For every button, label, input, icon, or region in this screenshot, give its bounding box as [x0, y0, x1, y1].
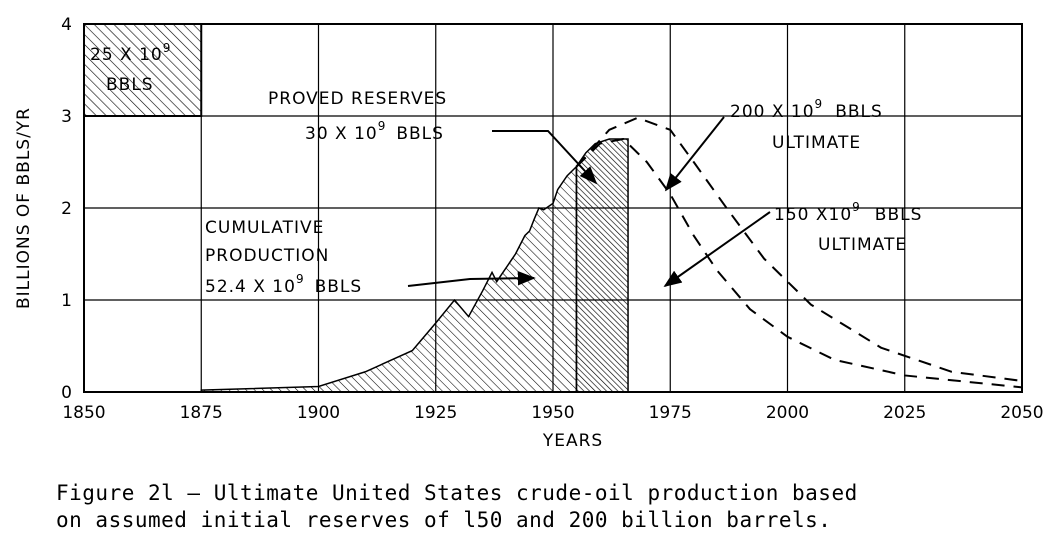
ultimate-200-curve — [575, 116, 1023, 382]
annotation-150-ultimate: 150 X109 BBLS ULTIMATE — [663, 200, 922, 288]
x-tick-label: 2025 — [883, 403, 926, 423]
annotation-200-ultimate: 200 X 109 BBLS ULTIMATE — [664, 97, 883, 192]
x-tick-label: 2000 — [766, 403, 809, 423]
ult150-line1: 150 X109 BBLS — [774, 200, 922, 225]
annotation-cumulative: CUMULATIVE PRODUCTION 52.4 X 109 BBLS — [205, 218, 536, 297]
cumulative-production-area — [200, 164, 578, 393]
legend-label-line1: 25 X 109 — [90, 41, 171, 65]
proved-reserves-arrow — [492, 130, 598, 185]
legend-box — [83, 23, 203, 117]
tick-labels: 1850 1875 1900 1925 1950 1975 2000 2025 2050 0 1 2 3… — [61, 15, 1043, 423]
cumulative-line3: 52.4 X 109 BBLS — [205, 272, 362, 297]
annotation-proved-reserves: PROVED RESERVES 30 X 109 BBLS — [268, 89, 598, 185]
ult150-line2: ULTIMATE — [818, 235, 907, 255]
cumulative-line2: PRODUCTION — [205, 246, 329, 266]
caption-line2: on assumed initial reserves of l50 and 2… — [56, 508, 832, 532]
ult200-line1: 200 X 109 BBLS — [730, 97, 883, 122]
ultimate-150-curve — [575, 138, 1023, 389]
figure-caption: Figure 2l – Ultimate United States crude… — [56, 480, 858, 534]
x-tick-label: 1900 — [297, 403, 340, 423]
x-tick-label: 1875 — [180, 403, 223, 423]
x-tick-label: 1850 — [62, 403, 105, 423]
ult150-arrow — [663, 211, 771, 288]
proved-reserves-area — [575, 138, 629, 393]
y-tick-label: 1 — [61, 291, 72, 311]
legend-label-line2: BBLS — [106, 75, 154, 95]
x-axis-label: YEARS — [542, 431, 603, 451]
cumulative-arrow — [407, 271, 536, 287]
x-tick-label: 1925 — [414, 403, 457, 423]
proved-reserves-line1: PROVED RESERVES — [268, 89, 447, 109]
x-tick-label: 2050 — [1000, 403, 1043, 423]
y-tick-label: 2 — [61, 199, 72, 219]
y-tick-label: 0 — [61, 383, 72, 403]
x-tick-label: 1975 — [649, 403, 692, 423]
caption-line1: Figure 2l – Ultimate United States crude… — [56, 481, 858, 505]
plot-frame — [83, 23, 1023, 393]
y-tick-label: 4 — [61, 15, 72, 35]
ult200-arrow — [664, 116, 725, 192]
ult200-line2: ULTIMATE — [772, 133, 861, 153]
x-tick-label: 1950 — [531, 403, 574, 423]
y-tick-label: 3 — [61, 107, 72, 127]
production-chart: 1850 1875 1900 1925 1950 1975 2000 2025 2050 0 1 2 3… — [14, 15, 1044, 451]
cumulative-line1: CUMULATIVE — [205, 218, 324, 238]
proved-reserves-line2: 30 X 109 BBLS — [305, 119, 444, 144]
y-axis-label: BILLIONS OF BBLS/YR — [14, 107, 34, 309]
